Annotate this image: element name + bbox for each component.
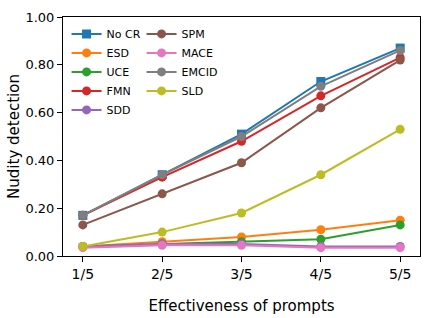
svg-text:4/5: 4/5 bbox=[310, 266, 333, 282]
svg-text:0.60: 0.60 bbox=[25, 105, 54, 120]
svg-text:EMCID: EMCID bbox=[182, 66, 218, 79]
svg-text:No CR: No CR bbox=[107, 28, 141, 41]
svg-text:SLD: SLD bbox=[182, 85, 204, 98]
svg-text:MACE: MACE bbox=[182, 47, 214, 60]
svg-text:1/5: 1/5 bbox=[72, 266, 95, 282]
svg-text:0.00: 0.00 bbox=[25, 249, 54, 264]
svg-text:0.80: 0.80 bbox=[25, 57, 54, 72]
svg-text:3/5: 3/5 bbox=[230, 266, 253, 282]
svg-text:UCE: UCE bbox=[107, 66, 130, 79]
svg-text:0.40: 0.40 bbox=[25, 153, 54, 168]
svg-text:2/5: 2/5 bbox=[151, 266, 174, 282]
svg-text:0.20: 0.20 bbox=[25, 201, 54, 216]
svg-text:SDD: SDD bbox=[107, 104, 131, 117]
svg-text:1.00: 1.00 bbox=[25, 10, 54, 25]
svg-text:Effectiveness of prompts: Effectiveness of prompts bbox=[148, 297, 334, 315]
svg-text:Nudity detection: Nudity detection bbox=[5, 74, 23, 199]
svg-text:ESD: ESD bbox=[107, 47, 129, 60]
svg-text:SPM: SPM bbox=[182, 28, 205, 41]
svg-text:5/5: 5/5 bbox=[389, 266, 412, 282]
svg-text:FMN: FMN bbox=[107, 85, 131, 98]
